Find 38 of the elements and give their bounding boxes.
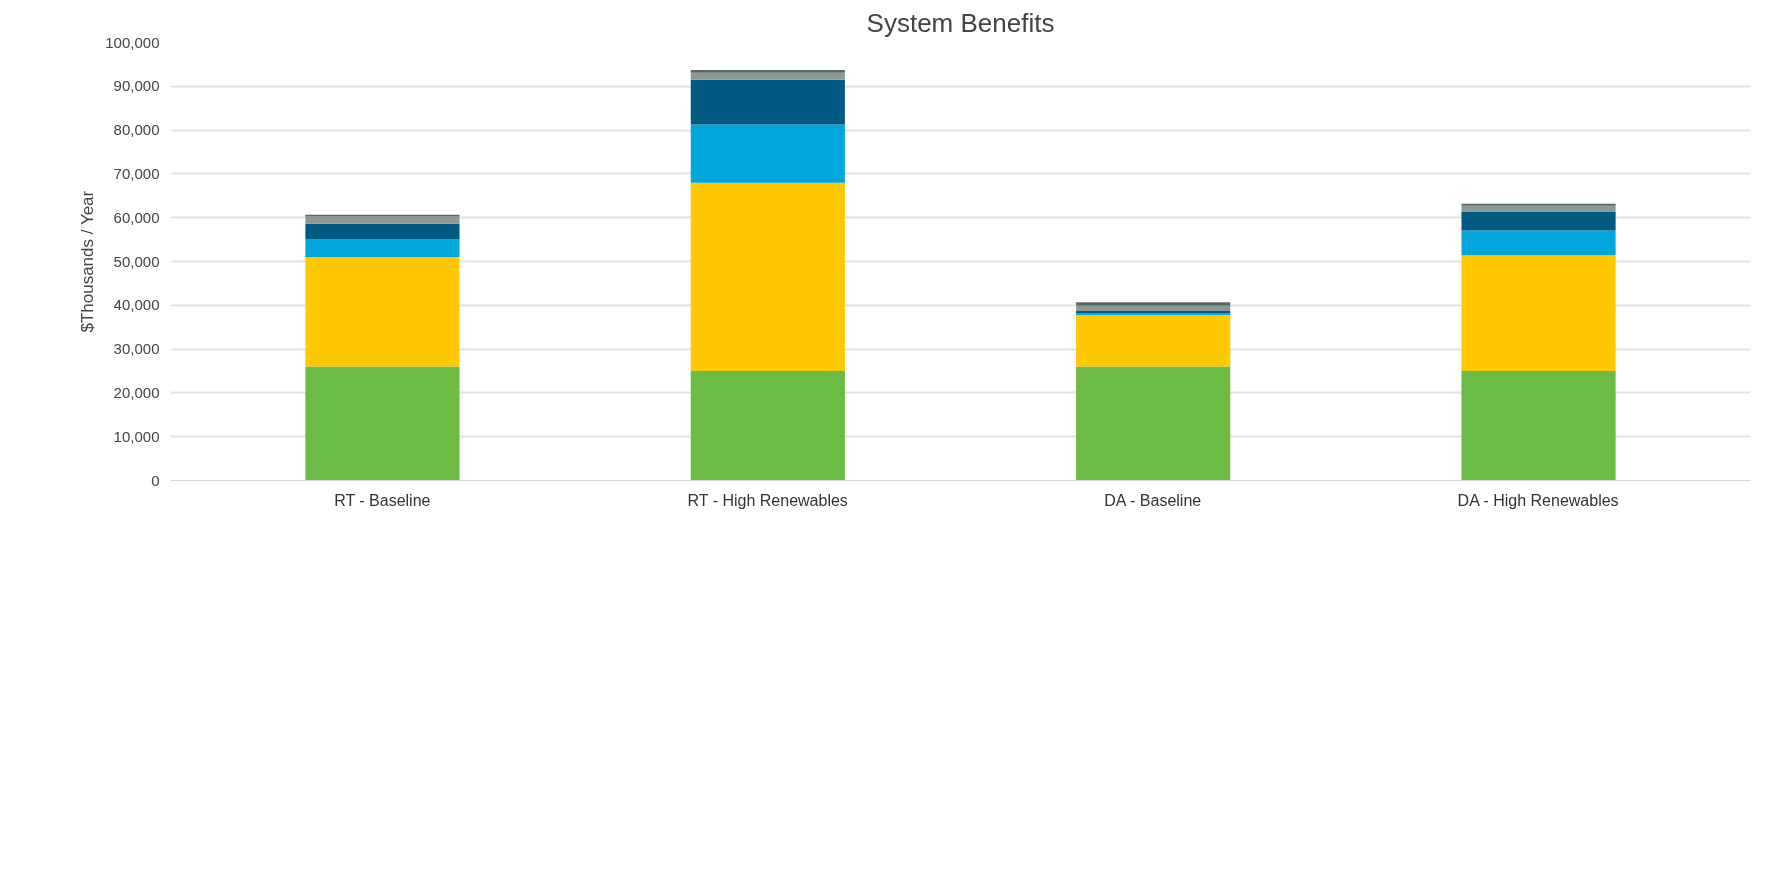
y-tick-label: 10,000 [113, 427, 160, 445]
x-tick-label: DA - Baseline [1104, 491, 1202, 509]
bar [1461, 255, 1616, 371]
bar [690, 124, 845, 183]
x-tick-label: RT - Baseline [334, 491, 431, 509]
bar [690, 70, 845, 73]
y-tick-label: 70,000 [113, 164, 160, 182]
y-axis-title: $Thousands / Year [78, 190, 98, 333]
y-tick-label: 60,000 [113, 208, 160, 226]
y-tick-label: 80,000 [113, 121, 160, 139]
x-tick-label: DA - High Renewables [1457, 491, 1619, 509]
y-tick-label: 100,000 [105, 33, 160, 51]
y-tick-label: 0 [151, 471, 160, 489]
y-tick-label: 20,000 [113, 383, 160, 401]
y-tick-label: 90,000 [113, 77, 160, 95]
y-tick-label: 30,000 [113, 340, 160, 358]
bar [305, 257, 460, 367]
bar [305, 223, 460, 240]
bar [1076, 302, 1231, 306]
bar [1076, 366, 1231, 481]
bar [1461, 203, 1616, 206]
y-tick-label: 40,000 [113, 296, 160, 314]
bar [1461, 205, 1616, 212]
bar [1076, 305, 1231, 311]
bar [690, 72, 845, 80]
bar [1461, 371, 1616, 481]
y-tick-label: 50,000 [113, 252, 160, 270]
chart-title: System Benefits [866, 7, 1055, 38]
bar [690, 182, 845, 371]
bar [1461, 230, 1616, 256]
bar [305, 216, 460, 224]
bar [305, 366, 460, 481]
bar [690, 79, 845, 125]
x-tick-label: RT - High Renewables [687, 491, 848, 509]
bar [1076, 314, 1231, 367]
bar [1461, 211, 1616, 231]
bar [305, 239, 460, 258]
bar [690, 371, 845, 481]
